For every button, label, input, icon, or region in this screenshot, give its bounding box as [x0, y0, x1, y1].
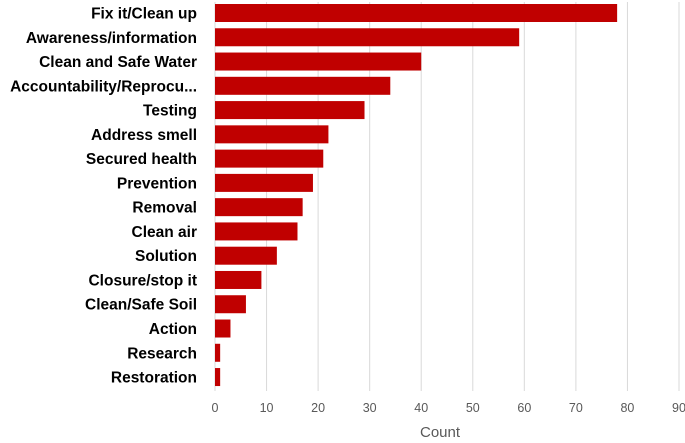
category-label: Research [127, 345, 197, 362]
bar-research [215, 343, 221, 362]
bar-removal [215, 198, 303, 217]
category-label: Closure/stop it [88, 272, 197, 289]
category-labels: Fix it/Clean up Awareness/information Clea… [10, 6, 197, 387]
bar-awareness-information [215, 28, 520, 47]
category-label: Removal [132, 200, 197, 217]
bar-restoration [215, 368, 221, 387]
bar-closure-stop-it [215, 270, 262, 289]
x-tick-label-90: 90 [672, 401, 685, 415]
category-label: Fix it/Clean up [91, 6, 197, 23]
x-tick-label-50: 50 [466, 401, 480, 415]
bar-secured-health [215, 149, 324, 168]
bar-action [215, 319, 231, 338]
bar-accountability-reprocu [215, 76, 391, 95]
x-tick-label-60: 60 [517, 401, 531, 415]
category-label: Clean air [132, 224, 197, 241]
category-label: Address smell [91, 127, 197, 144]
x-tick-label-0: 0 [212, 401, 219, 415]
bar-clean-air [215, 222, 298, 241]
bar-address-smell [215, 125, 329, 144]
category-label: Awareness/information [26, 30, 197, 47]
bar-prevention [215, 173, 313, 192]
bar-clean-safe-soil [215, 295, 246, 314]
category-label: Restoration [111, 370, 197, 387]
x-tick-labels: 0 10 20 30 40 50 60 70 80 90 [212, 401, 685, 415]
x-tick-label-80: 80 [620, 401, 634, 415]
x-tick-label-20: 20 [311, 401, 325, 415]
category-label: Clean and Safe Water [39, 54, 197, 71]
category-label: Clean/Safe Soil [85, 297, 197, 314]
x-tick-label-70: 70 [569, 401, 583, 415]
category-label: Accountability/Reprocu... [10, 78, 197, 95]
category-label: Solution [135, 248, 197, 265]
x-tick-label-10: 10 [260, 401, 274, 415]
x-axis-title: Count [420, 424, 461, 441]
category-label: Prevention [117, 175, 197, 192]
category-label: Secured health [86, 151, 197, 168]
category-label: Action [149, 321, 197, 338]
bar-solution [215, 246, 277, 265]
bars [215, 4, 618, 387]
bar-fix-it-clean-up [215, 4, 618, 22]
x-tick-label-30: 30 [363, 401, 377, 415]
x-tick-label-40: 40 [414, 401, 428, 415]
bar-testing [215, 101, 365, 120]
bar-clean-and-safe-water [215, 52, 422, 71]
category-label: Testing [143, 103, 197, 120]
